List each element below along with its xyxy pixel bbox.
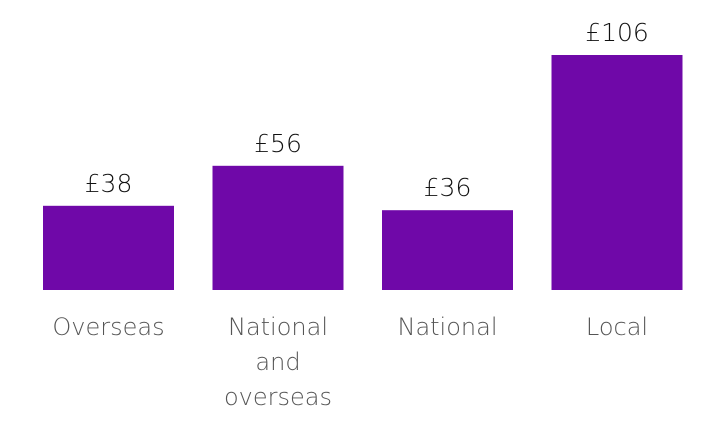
category-label-0-line-0: Overseas <box>52 313 164 341</box>
category-label-1-line-1: and <box>255 348 300 376</box>
category-label-1-line-0: National <box>228 313 328 341</box>
category-label-3-line-0: Local <box>586 313 648 341</box>
bar-2 <box>382 210 513 290</box>
bar-0 <box>43 205 174 290</box>
category-labels-group: Overseas National and overseas National Local <box>52 313 648 411</box>
value-label-0: £38 <box>85 169 133 198</box>
bar-3 <box>551 55 683 290</box>
value-label-1: £56 <box>254 129 302 158</box>
category-label-1-line-2: overseas <box>224 383 332 411</box>
bar-1 <box>212 165 344 290</box>
bars-group <box>43 55 683 290</box>
category-label-2-line-0: National <box>397 313 497 341</box>
value-label-3: £106 <box>585 18 649 47</box>
value-label-2: £36 <box>424 173 472 202</box>
value-labels-group: £38 £56 £36 £106 <box>85 18 649 202</box>
